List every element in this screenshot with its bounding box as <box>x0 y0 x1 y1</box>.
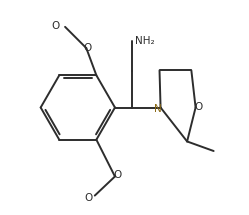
Text: O: O <box>52 21 60 31</box>
Text: O: O <box>83 43 91 53</box>
Text: N: N <box>154 104 162 114</box>
Text: NH₂: NH₂ <box>135 36 155 46</box>
Text: O: O <box>113 170 122 180</box>
Text: O: O <box>194 103 202 112</box>
Text: O: O <box>84 193 93 203</box>
